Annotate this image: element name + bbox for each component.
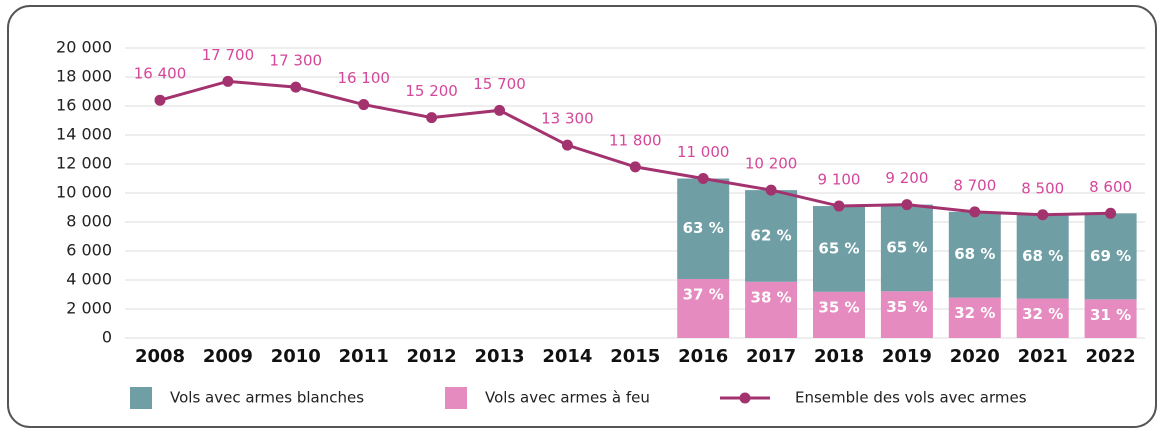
bar-segment: [1016, 298, 1069, 338]
y-tick-label: 6 000: [66, 241, 112, 260]
legend-swatch: [130, 387, 152, 409]
x-tick-label: 2010: [271, 346, 321, 367]
point: [426, 112, 438, 124]
x-tick-label: 2018: [814, 346, 864, 367]
share-label: 68 %: [1022, 247, 1063, 265]
value-label: 11 800: [609, 131, 662, 149]
share-label: 35 %: [818, 298, 859, 316]
bar-segment: [745, 281, 798, 338]
bar-segment: [677, 178, 730, 279]
point: [154, 94, 166, 106]
x-tick-label: 2009: [203, 346, 253, 367]
point: [290, 81, 302, 93]
x-tick-label: 2008: [135, 346, 185, 367]
point: [833, 200, 845, 212]
point: [494, 104, 505, 116]
x-tick-label: 2011: [339, 346, 389, 367]
share-label: 69 %: [1090, 247, 1131, 265]
share-label: 32 %: [1022, 305, 1063, 323]
bar-segment: [677, 278, 730, 338]
point: [358, 99, 370, 111]
x-tick-label: 2020: [950, 346, 1000, 367]
x-tick-label: 2015: [610, 346, 660, 367]
bar-segment: [880, 204, 933, 292]
share-label: 62 %: [751, 226, 792, 244]
value-label: 13 300: [541, 110, 594, 128]
x-tick-label: 2021: [1018, 346, 1068, 367]
value-label: 15 200: [405, 82, 458, 100]
bar-segment: [1084, 213, 1137, 300]
value-label: 16 100: [337, 69, 390, 87]
y-tick-label: 4 000: [66, 270, 112, 289]
bar-segment: [813, 206, 865, 292]
x-tick-label: 2012: [407, 346, 457, 367]
point: [222, 75, 234, 87]
value-label: 10 200: [745, 155, 798, 173]
value-label: 17 700: [202, 46, 255, 64]
value-label: 15 700: [473, 75, 526, 93]
y-tick-label: 10 000: [56, 183, 112, 202]
legend-swatch: [445, 387, 467, 409]
point: [765, 184, 777, 196]
x-tick-label: 2022: [1086, 346, 1136, 367]
bar-segment: [880, 291, 933, 338]
value-label: 11 000: [677, 143, 730, 161]
y-tick-label: 8 000: [66, 212, 112, 231]
point: [697, 173, 709, 184]
bar-segment: [948, 297, 1001, 338]
value-label: 17 300: [270, 52, 323, 70]
y-tick-label: 0: [102, 328, 112, 347]
share-label: 68 %: [954, 245, 995, 263]
share-label: 38 %: [751, 288, 792, 306]
share-label: 65 %: [818, 239, 859, 257]
point: [901, 199, 913, 211]
share-label: 37 %: [683, 285, 724, 303]
share-label: 65 %: [886, 238, 927, 256]
x-tick-label: 2019: [882, 346, 932, 367]
y-tick-label: 18 000: [56, 67, 112, 86]
y-tick-label: 2 000: [66, 299, 112, 318]
legend-label: Vols avec armes à feu: [485, 389, 650, 407]
x-tick-label: 2013: [474, 346, 524, 367]
y-tick-label: 20 000: [56, 38, 112, 57]
x-tick-label: 2017: [746, 346, 796, 367]
value-label: 9 100: [818, 171, 861, 189]
legend-point: [739, 392, 751, 404]
bar-segment: [813, 291, 865, 338]
point: [1037, 209, 1049, 221]
bar-segment: [1084, 299, 1137, 338]
x-tick-label: 2016: [678, 346, 728, 367]
x-tick-label: 2014: [542, 346, 592, 367]
y-tick-label: 12 000: [56, 154, 112, 173]
legend-label: Ensemble des vols avec armes: [795, 389, 1027, 407]
bar-segment: [948, 211, 1001, 298]
value-label: 8 700: [953, 176, 996, 194]
point: [1105, 207, 1117, 219]
y-tick-label: 14 000: [56, 125, 112, 144]
point: [969, 206, 981, 218]
share-label: 63 %: [683, 219, 724, 237]
bar-segment: [1016, 214, 1069, 299]
y-tick-label: 16 000: [56, 96, 112, 115]
legend-label: Vols avec armes blanches: [170, 389, 364, 407]
value-label: 16 400: [134, 65, 187, 83]
share-label: 31 %: [1090, 306, 1131, 324]
point: [561, 139, 573, 151]
point: [629, 161, 641, 173]
value-label: 9 200: [885, 169, 928, 187]
frame: [7, 5, 1157, 428]
share-label: 32 %: [954, 304, 995, 322]
bar-segment: [745, 190, 798, 282]
value-label: 8 600: [1089, 178, 1132, 196]
share-label: 35 %: [886, 298, 927, 316]
value-label: 8 500: [1021, 179, 1064, 197]
